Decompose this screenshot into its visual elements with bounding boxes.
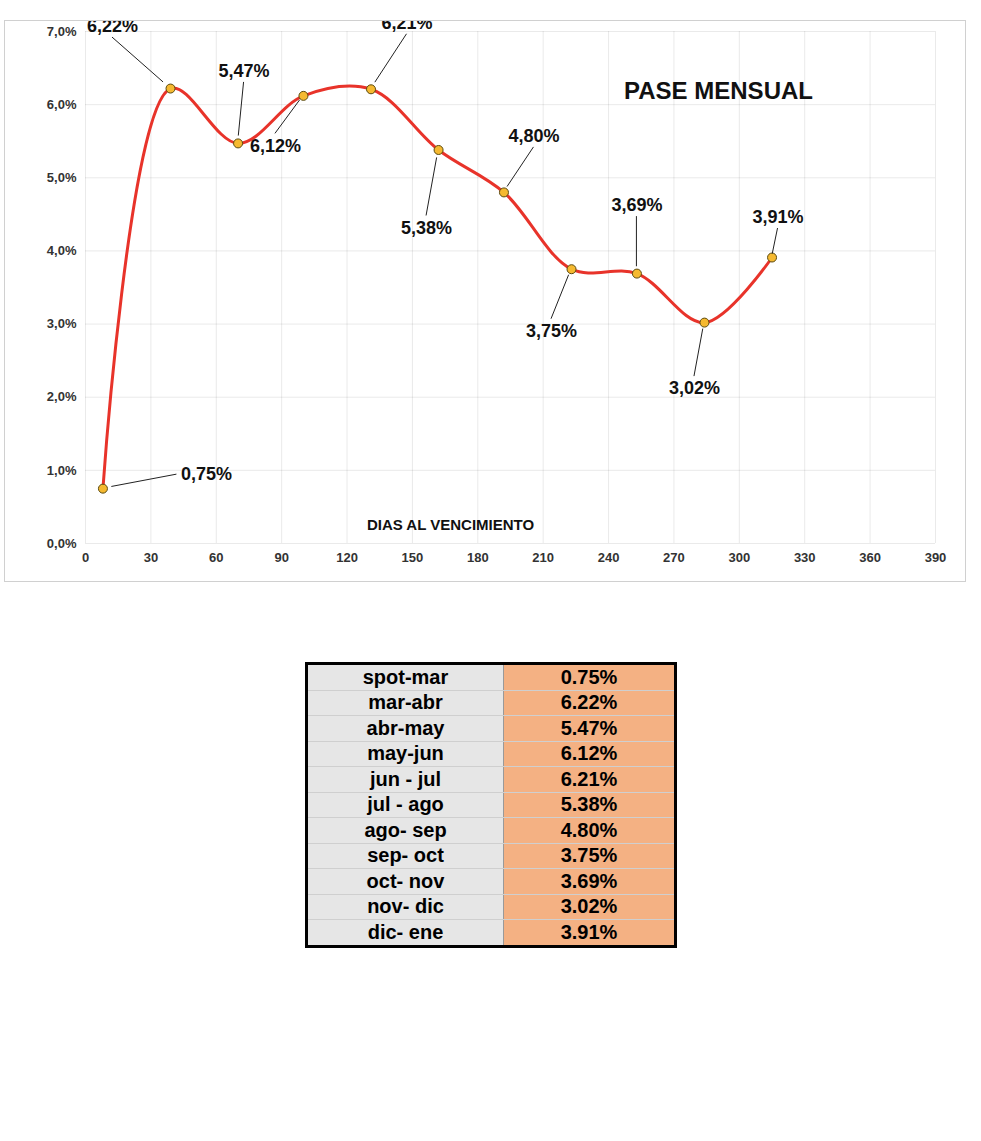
svg-text:360: 360 — [859, 550, 881, 565]
svg-text:210: 210 — [532, 550, 554, 565]
svg-text:240: 240 — [598, 550, 620, 565]
html-text:3.75%: 3.75% — [560, 844, 618, 867]
html-text:nov- dic: nov- dic — [367, 895, 444, 918]
html-text:mar-abr: mar-abr — [368, 691, 443, 714]
svg-text:6,12%: 6,12% — [250, 136, 301, 156]
html-text:jul - ago: jul - ago — [367, 793, 444, 816]
svg-text:4,80%: 4,80% — [508, 126, 559, 146]
html-text:5.47%: 5.47% — [560, 716, 618, 739]
html-text:jun - jul: jun - jul — [370, 767, 441, 790]
html-text:oct- nov: oct- nov — [366, 869, 445, 892]
svg-text:3,91%: 3,91% — [753, 207, 804, 227]
svg-text:60: 60 — [209, 550, 223, 565]
html-text:3.69%: 3.69% — [560, 869, 618, 892]
svg-text:4,0%: 4,0% — [47, 243, 77, 258]
svg-text:5,38%: 5,38% — [401, 218, 452, 238]
html-text:sep- oct: sep- oct — [367, 844, 444, 867]
html-text:ago- sep: ago- sep — [364, 818, 447, 841]
svg-text:5,47%: 5,47% — [219, 61, 270, 81]
svg-text:2,0%: 2,0% — [47, 389, 77, 404]
svg-text:180: 180 — [467, 550, 489, 565]
html-text:6.12%: 6.12% — [560, 742, 618, 765]
html-text:6.21%: 6.21% — [560, 767, 618, 790]
html-text:3.02%: 3.02% — [560, 895, 618, 918]
svg-text:DIAS AL VENCIMIENTO: DIAS AL VENCIMIENTO — [367, 516, 535, 533]
svg-text:6,22%: 6,22% — [87, 21, 138, 36]
svg-text:0: 0 — [82, 550, 89, 565]
svg-text:3,02%: 3,02% — [669, 378, 720, 398]
svg-text:1,0%: 1,0% — [47, 463, 77, 478]
svg-text:0,0%: 0,0% — [47, 536, 77, 551]
svg-text:150: 150 — [402, 550, 424, 565]
html-text:dic- ene: dic- ene — [367, 920, 444, 943]
svg-text:30: 30 — [144, 550, 158, 565]
html-text:0.75%: 0.75% — [560, 665, 618, 688]
svg-text:270: 270 — [663, 550, 685, 565]
html-text:abr-may: abr-may — [366, 716, 445, 739]
svg-text:120: 120 — [336, 550, 358, 565]
svg-text:5,0%: 5,0% — [47, 170, 77, 185]
svg-text:3,0%: 3,0% — [47, 316, 77, 331]
svg-text:6,21%: 6,21% — [381, 21, 432, 33]
html-text:3.91%: 3.91% — [560, 920, 618, 943]
svg-text:3,75%: 3,75% — [526, 321, 577, 341]
html-text:may-jun: may-jun — [367, 742, 444, 765]
svg-text:3,69%: 3,69% — [611, 195, 662, 215]
svg-text:90: 90 — [274, 550, 288, 565]
svg-text:6,0%: 6,0% — [47, 97, 77, 112]
svg-text:0,75%: 0,75% — [181, 464, 232, 484]
html-text:4.80%: 4.80% — [560, 818, 618, 841]
svg-text:7,0%: 7,0% — [47, 24, 77, 39]
svg-text:330: 330 — [794, 550, 816, 565]
html-text:spot-mar: spot-mar — [362, 665, 449, 688]
html-text:5.38%: 5.38% — [560, 793, 618, 816]
svg-text:390: 390 — [925, 550, 947, 565]
svg-text:PASE MENSUAL: PASE MENSUAL — [624, 77, 813, 104]
svg-text:300: 300 — [728, 550, 750, 565]
html-text:6.22%: 6.22% — [560, 691, 618, 714]
